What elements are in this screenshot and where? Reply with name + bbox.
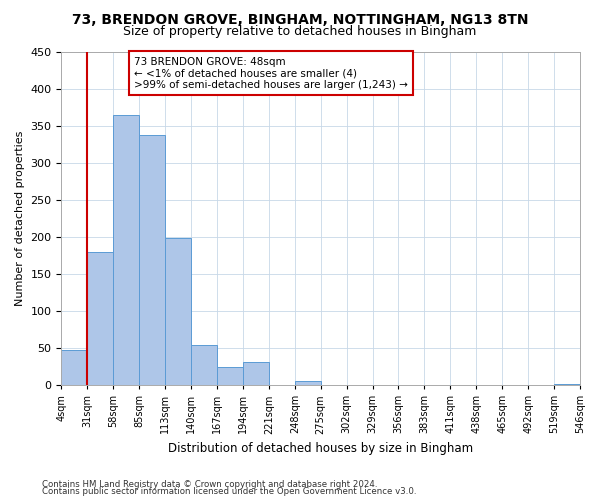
Y-axis label: Number of detached properties: Number of detached properties (15, 130, 25, 306)
Text: Size of property relative to detached houses in Bingham: Size of property relative to detached ho… (124, 25, 476, 38)
Bar (165, 238, 191, 385)
Text: Contains HM Land Registry data © Crown copyright and database right 2024.: Contains HM Land Registry data © Crown c… (42, 480, 377, 489)
Bar (113, 114, 139, 385)
Bar (61, 350, 88, 385)
Bar (243, 362, 269, 385)
Bar (191, 345, 217, 385)
Bar (554, 384, 580, 385)
Text: Contains public sector information licensed under the Open Government Licence v3: Contains public sector information licen… (42, 487, 416, 496)
Text: 73 BRENDON GROVE: 48sqm
← <1% of detached houses are smaller (4)
>99% of semi-de: 73 BRENDON GROVE: 48sqm ← <1% of detache… (134, 56, 408, 90)
Bar (139, 134, 165, 385)
X-axis label: Distribution of detached houses by size in Bingham: Distribution of detached houses by size … (168, 442, 473, 455)
Bar (295, 380, 321, 385)
Bar (217, 366, 243, 385)
Bar (88, 252, 113, 385)
Text: 73, BRENDON GROVE, BINGHAM, NOTTINGHAM, NG13 8TN: 73, BRENDON GROVE, BINGHAM, NOTTINGHAM, … (72, 12, 528, 26)
